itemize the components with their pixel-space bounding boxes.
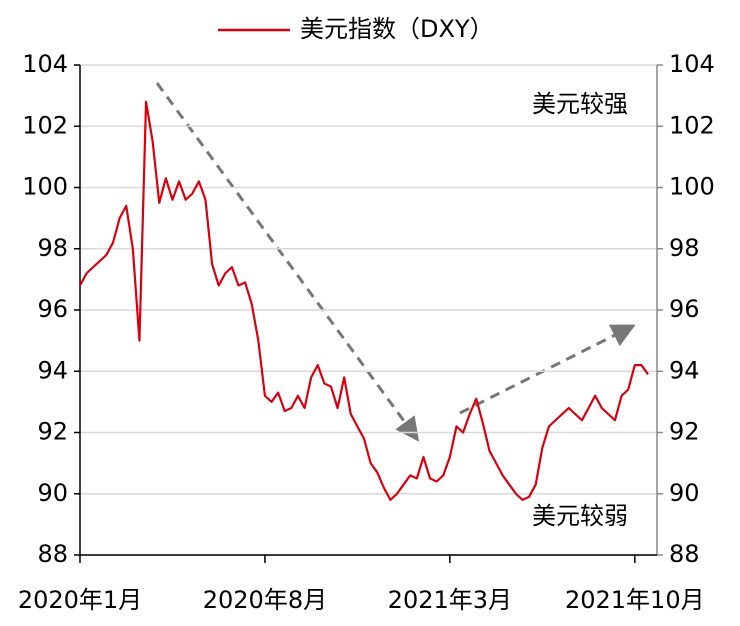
annotation: 美元较强 bbox=[532, 90, 628, 118]
y-tick-label: 88 bbox=[37, 540, 68, 568]
legend-label: 美元指数（DXY） bbox=[300, 15, 494, 43]
y2-tick-label: 104 bbox=[669, 50, 715, 78]
annotation: 美元较弱 bbox=[532, 502, 628, 530]
x-tick-label: 2020年8月 bbox=[203, 586, 327, 614]
x-tick-label: 2020年1月 bbox=[18, 586, 142, 614]
y-tick-label: 96 bbox=[37, 295, 68, 323]
y2-tick-label: 100 bbox=[669, 173, 715, 201]
y-tick-label: 102 bbox=[22, 111, 68, 139]
x-tick-label: 2021年10月 bbox=[565, 586, 705, 614]
y-tick-label: 104 bbox=[22, 50, 68, 78]
y-tick-label: 92 bbox=[37, 418, 68, 446]
trend-arrow bbox=[155, 82, 420, 442]
y2-tick-label: 92 bbox=[669, 418, 700, 446]
y2-tick-label: 96 bbox=[669, 295, 700, 323]
y2-tick-label: 98 bbox=[669, 234, 700, 262]
y2-tick-label: 102 bbox=[669, 111, 715, 139]
y-tick-label: 100 bbox=[22, 173, 68, 201]
y2-tick-label: 94 bbox=[669, 356, 700, 384]
y-tick-label: 94 bbox=[37, 356, 68, 384]
y-tick-label: 90 bbox=[37, 479, 68, 507]
y2-tick-label: 88 bbox=[669, 540, 700, 568]
x-tick-label: 2021年3月 bbox=[388, 586, 512, 614]
data-line bbox=[79, 100, 649, 501]
y2-tick-label: 90 bbox=[669, 479, 700, 507]
y-tick-label: 98 bbox=[37, 234, 68, 262]
